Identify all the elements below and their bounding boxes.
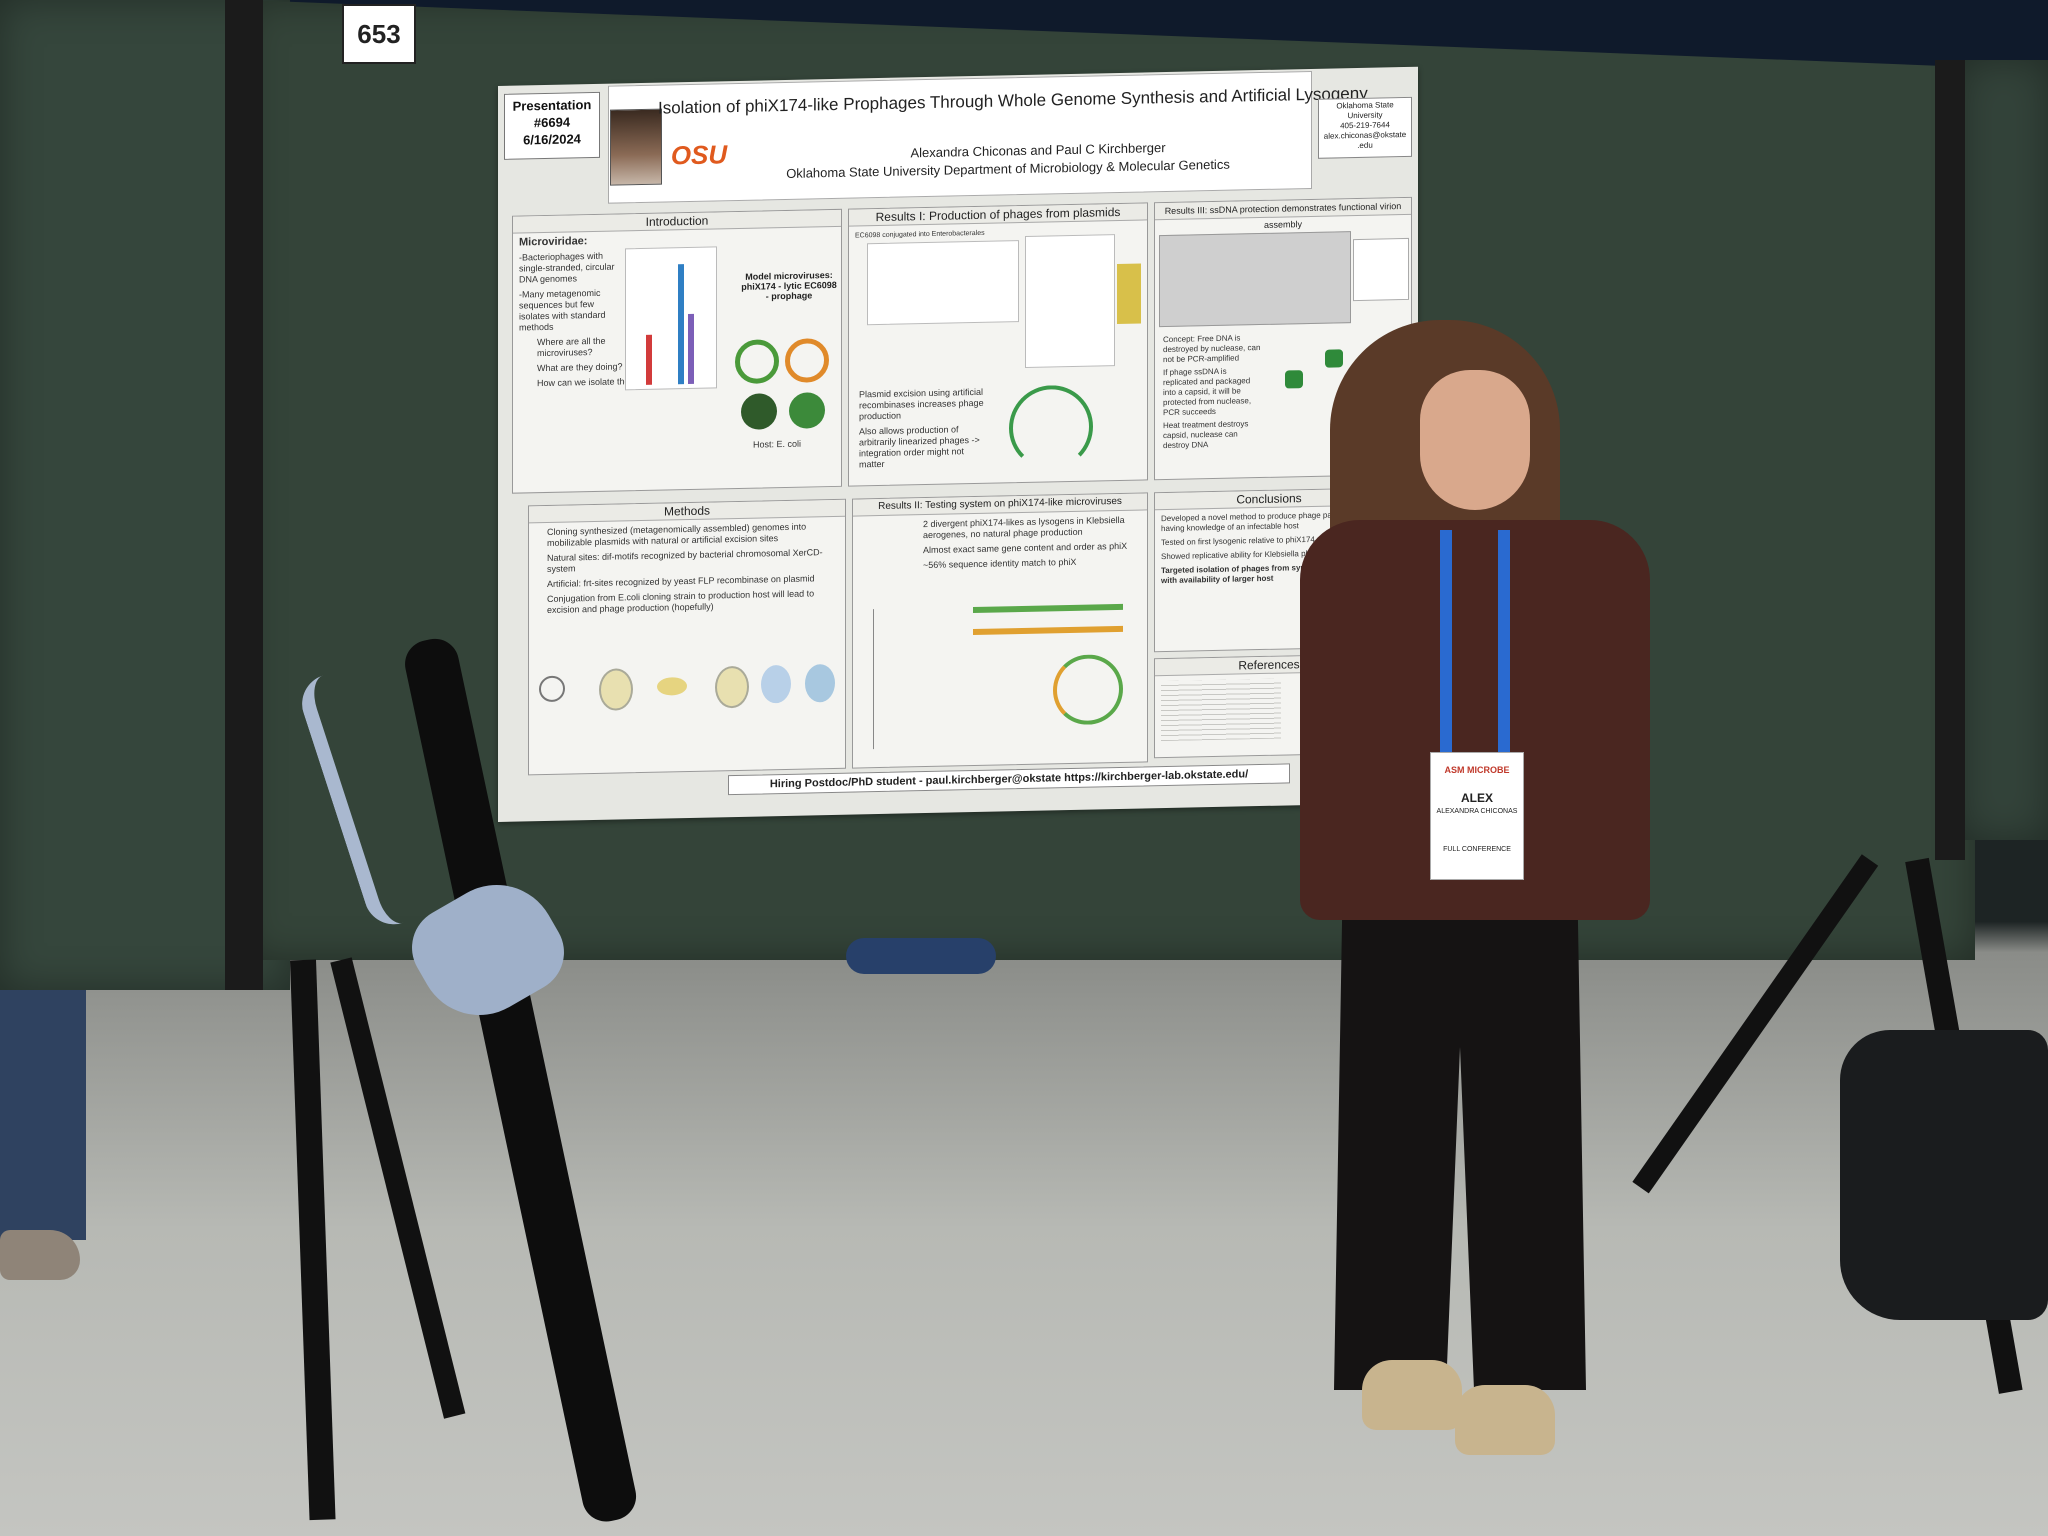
research-poster: Presentation #6694 6/16/2024 OSU Isolati…	[498, 66, 1418, 822]
section-introduction: Introduction Microviridae: -Bacteriophag…	[512, 208, 842, 494]
visitor-leg	[0, 990, 86, 1240]
presentation-date: 6/16/2024	[523, 131, 581, 148]
section-line: Artificial: frt-sites recognized by yeas…	[547, 573, 815, 589]
cell-icon	[715, 665, 749, 709]
section-body: Cloning synthesized (metagenomically ass…	[529, 517, 845, 625]
section-methods: Methods Cloning synthesized (metagenomic…	[528, 498, 846, 776]
section-line: Almost exact same gene content and order…	[923, 540, 1128, 556]
cell-icon	[761, 664, 791, 704]
phage-plasmid-map-figure	[1053, 653, 1123, 726]
cell-icon	[599, 668, 633, 711]
histogram-bar	[646, 334, 652, 385]
section-line: Concept: Free DNA is destroyed by nuclea…	[1163, 333, 1261, 365]
booth-number-tag: 653	[342, 4, 416, 64]
board-frame-post	[1935, 60, 1965, 860]
intro-host-text: Host: E. coli	[753, 438, 802, 450]
gel-image-figure	[1159, 231, 1351, 328]
poster-board-right	[1960, 60, 2048, 840]
gene-map-figure	[973, 603, 1123, 614]
badge-org: ASM MICROBE	[1444, 765, 1510, 775]
backpack	[1840, 1030, 2048, 1320]
gene-map-figure	[973, 625, 1123, 636]
results1-scatter-figure	[1025, 234, 1115, 368]
section-line: -Many metagenomic sequences but few isol…	[519, 287, 606, 333]
section-line: Cloning synthesized (metagenomically ass…	[547, 521, 807, 548]
contact-line: .edu	[1357, 140, 1373, 151]
capsid-icon	[1325, 349, 1343, 368]
presentation-info: Presentation #6694 6/16/2024	[504, 91, 600, 160]
background-visitor-feet	[846, 938, 996, 974]
section-line: ~56% sequence identity match to phiX	[923, 556, 1077, 571]
section-line: Heat treatment destroys capsid, nuclease…	[1163, 419, 1249, 451]
lanyard	[1440, 530, 1510, 770]
section-line: Also allows production of arbitrarily li…	[859, 424, 980, 470]
section-line: Natural sites: dif-motifs recognized by …	[547, 547, 823, 574]
gel-legend-figure	[1353, 237, 1409, 302]
virion-icon	[741, 393, 777, 430]
virion-icon	[789, 392, 825, 429]
intro-model-text: Model microviruses: phiX174 - lytic EC60…	[741, 269, 837, 302]
results1-bar-figure	[1117, 263, 1141, 325]
presentation-label: Presentation	[512, 97, 592, 114]
author-headshot	[610, 108, 662, 186]
plasmid-icon	[539, 675, 565, 703]
badge-type: FULL CONFERENCE	[1443, 846, 1511, 853]
cell-icon	[657, 677, 687, 696]
methods-workflow-figure	[539, 660, 839, 716]
presenter-face	[1420, 370, 1530, 510]
badge-full-name: ALEXANDRA CHICONAS	[1436, 808, 1518, 815]
section-line: 2 divergent phiX174-likes as lysogens in…	[923, 514, 1125, 541]
board-frame-post	[225, 0, 263, 990]
histogram-bar	[688, 313, 694, 385]
presenter-shoe	[1455, 1385, 1555, 1455]
results3-text: Concept: Free DNA is destroyed by nuclea…	[1163, 333, 1263, 451]
badge-name: ALEX	[1460, 791, 1493, 805]
section-results-1: Results I: Production of phages from pla…	[848, 202, 1148, 487]
presentation-number: #6694	[533, 114, 571, 131]
section-results-2: Results II: Testing system on phiX174-li…	[852, 492, 1148, 769]
results1-text: Plasmid excision using artificial recomb…	[859, 387, 989, 471]
section-line: Plasmid excision using artificial recomb…	[859, 386, 984, 422]
osu-logo: OSU	[670, 139, 728, 171]
plasmid-map-figure	[1009, 384, 1093, 471]
presenter-shoe	[1362, 1360, 1462, 1430]
histogram-bar	[678, 264, 684, 385]
cell-icon	[805, 663, 835, 703]
references-text-block	[1161, 678, 1281, 742]
results1-boxplot-figure	[867, 240, 1019, 326]
contact-info: Oklahoma State University 405-219-7644 a…	[1318, 96, 1412, 159]
section-body: 2 divergent phiX174-likes as lysogens in…	[853, 510, 1147, 580]
capsid-icon	[1285, 370, 1303, 389]
section-line: If phage ssDNA is replicated and package…	[1163, 366, 1252, 418]
section-line: Microviridae:	[519, 235, 588, 249]
visitor-shoe	[0, 1230, 80, 1280]
section-line: Conjugation from E.coli cloning strain t…	[547, 588, 815, 615]
section-title: Results III: ssDNA protection demonstrat…	[1155, 197, 1411, 230]
intro-histogram-figure	[625, 246, 717, 391]
section-line: -Bacteriophages with single-stranded, ci…	[519, 250, 615, 285]
name-badge: ASM MICROBE ALEX ALEXANDRA CHICONAS FULL…	[1430, 752, 1524, 880]
